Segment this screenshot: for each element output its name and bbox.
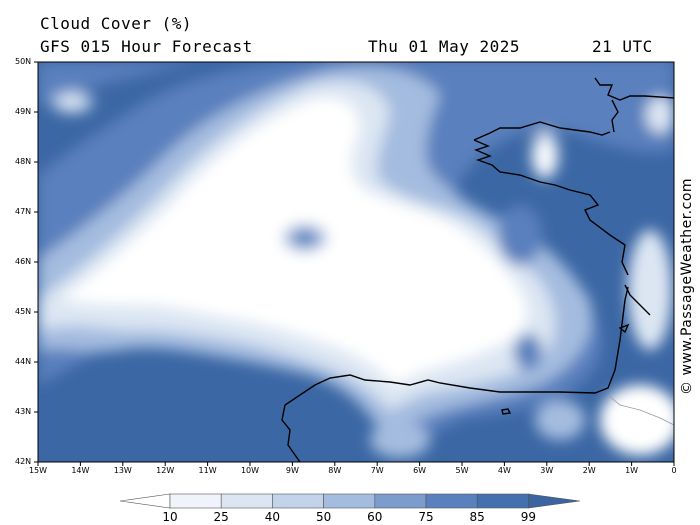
lon-label: 8W — [328, 466, 342, 475]
lon-label: 15W — [28, 466, 48, 475]
cloud-patch-clear — [60, 95, 84, 109]
colorbar-legend — [119, 493, 581, 509]
lon-label: 4W — [497, 466, 511, 475]
lat-label: 47N — [15, 207, 32, 216]
lon-label: 13W — [113, 466, 132, 475]
colorbar-segment — [425, 493, 478, 509]
lon-label: 6W — [413, 466, 427, 475]
cloud-cell-core — [293, 230, 317, 246]
cloud-cell-south — [514, 334, 542, 370]
colorbar-segment — [169, 493, 222, 509]
lon-label: 0 — [671, 466, 677, 475]
colorbar-segment — [272, 493, 324, 509]
lon-label: 12W — [156, 466, 175, 475]
clear-patch-pyrenees — [600, 385, 674, 455]
border-lines — [607, 394, 674, 426]
colorbar-label: 75 — [418, 510, 434, 524]
colorbar-max-arrow — [528, 493, 581, 509]
island-small — [501, 408, 512, 415]
colorbar-segment — [374, 493, 427, 509]
lon-label: 1W — [625, 466, 639, 475]
lat-label: 42N — [15, 457, 32, 466]
forecast-date: Thu 01 May 2025 — [368, 37, 520, 56]
map-title: Cloud Cover (%) — [40, 14, 192, 33]
clear-patch-aquitaine — [628, 230, 672, 350]
colorbar-label: 60 — [367, 510, 383, 524]
forecast-label: GFS 015 Hour Forecast — [40, 37, 253, 56]
colorbar-label: 25 — [213, 510, 229, 524]
lat-label: 45N — [15, 307, 32, 316]
lat-label: 46N — [15, 257, 32, 266]
coast-vendee — [624, 284, 651, 316]
colorbar-segment — [323, 493, 376, 509]
clear-patch-brittany-core — [538, 144, 552, 172]
coast-biscay-north — [473, 139, 629, 276]
cloud-patch-spain-east — [535, 400, 585, 440]
colorbar-label: 40 — [264, 510, 281, 524]
cloud-cell-east — [498, 205, 542, 265]
lon-label: 10W — [240, 466, 260, 475]
colorbar-label: 10 — [162, 510, 178, 524]
coast-normandy-2 — [611, 99, 619, 133]
lon-label: 9W — [285, 466, 299, 475]
colorbar-label: 85 — [469, 510, 485, 524]
colorbar-segment — [476, 493, 529, 509]
border-france-spain — [607, 394, 674, 426]
lon-label: 3W — [540, 466, 554, 475]
lon-label: 11W — [198, 466, 217, 475]
colorbar-label: 50 — [315, 510, 332, 524]
forecast-time: 21 UTC — [592, 37, 653, 56]
cloud-band-dark-nw — [38, 62, 200, 105]
lon-label: 14W — [71, 466, 90, 475]
lon-label: 2W — [582, 466, 596, 475]
cloud-field — [38, 62, 674, 462]
lon-label: 7W — [370, 466, 384, 475]
coast-north-spain — [281, 286, 629, 462]
colorbar-min-arrow — [119, 493, 171, 509]
lat-label: 43N — [15, 407, 32, 416]
lat-label: 49N — [15, 107, 32, 116]
coast-normandy — [594, 77, 674, 101]
island-ile-doleron — [618, 323, 630, 334]
cloud-patch-spain — [370, 422, 430, 458]
lon-label: 5W — [455, 466, 469, 475]
lat-label: 48N — [15, 157, 32, 166]
lat-label: 50N — [15, 57, 32, 66]
coast-brittany-north — [473, 121, 611, 141]
clear-patch-east — [646, 97, 674, 133]
lat-label: 44N — [15, 357, 32, 366]
colorbar-segment — [220, 493, 273, 509]
colorbar-label: 99 — [520, 510, 537, 524]
axis-ticks — [34, 61, 675, 466]
credit-text: © www.PassageWeather.com — [679, 177, 695, 395]
coastlines — [281, 77, 674, 462]
